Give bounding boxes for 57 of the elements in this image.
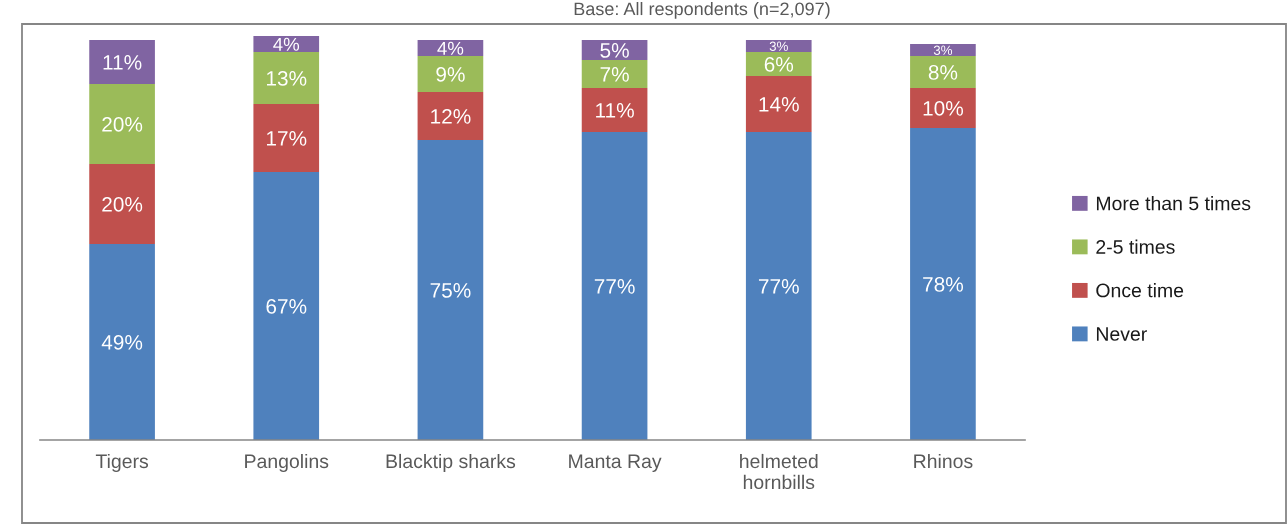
- legend-label: Never: [1096, 327, 1147, 341]
- data-label: 20%: [102, 197, 143, 212]
- data-label: 67%: [266, 299, 307, 314]
- data-label: 9%: [436, 67, 465, 82]
- data-label: 13%: [266, 71, 307, 86]
- data-label: 11%: [103, 55, 142, 70]
- data-label: 20%: [102, 117, 143, 132]
- data-label: 7%: [600, 67, 629, 82]
- bar: [910, 88, 976, 128]
- chart-subtitle: Base: All respondents (n=2,097): [574, 2, 830, 19]
- bar: [253, 52, 320, 104]
- data-label: 77%: [594, 279, 635, 294]
- x-tick-label: helmeted hornbills: [740, 453, 818, 490]
- data-label: 11%: [596, 103, 634, 118]
- data-label: 6%: [764, 57, 794, 72]
- legend-label: 2-5 times: [1096, 239, 1175, 254]
- bar: [910, 44, 976, 56]
- bar: [745, 52, 812, 76]
- data-label: 75%: [430, 283, 471, 298]
- data-label: 5%: [600, 43, 629, 58]
- bar: [417, 92, 484, 140]
- data-label: 3%: [933, 45, 953, 55]
- data-label: 10%: [923, 101, 964, 116]
- bar: [89, 40, 155, 84]
- bar: [581, 88, 648, 132]
- bar: [581, 60, 648, 88]
- legend-label: More than 5 times: [1096, 196, 1251, 211]
- bar: [745, 132, 812, 440]
- x-tick-label: Blacktip sharks: [386, 453, 516, 473]
- bar: [89, 84, 155, 164]
- bar: [417, 140, 484, 440]
- bar: [910, 128, 976, 440]
- bar: [253, 172, 320, 440]
- bar: [253, 104, 320, 172]
- data-label: 4%: [437, 41, 464, 55]
- bar: [581, 132, 648, 440]
- bar: [253, 36, 320, 52]
- data-label: 8%: [928, 65, 958, 80]
- x-tick-label: Rhinos: [914, 453, 973, 469]
- legend-label: Once time: [1096, 283, 1184, 298]
- bar: [89, 164, 155, 244]
- data-label: 14%: [759, 97, 799, 112]
- data-label: 4%: [273, 37, 300, 51]
- data-label: 49%: [101, 335, 143, 350]
- data-label: 78%: [923, 277, 964, 292]
- x-tick-label: Manta Ray: [569, 454, 662, 473]
- bar: [745, 76, 812, 132]
- bar: [745, 40, 812, 52]
- bar: [89, 244, 155, 440]
- x-tick-label: Pangolins: [245, 453, 329, 473]
- data-label: 77%: [758, 279, 799, 294]
- data-label: 12%: [431, 109, 471, 124]
- x-tick-label: Tigers: [95, 453, 149, 473]
- bar: [417, 56, 484, 92]
- bar: [910, 56, 976, 88]
- data-label: 17%: [266, 131, 307, 146]
- data-label: 3%: [769, 41, 788, 51]
